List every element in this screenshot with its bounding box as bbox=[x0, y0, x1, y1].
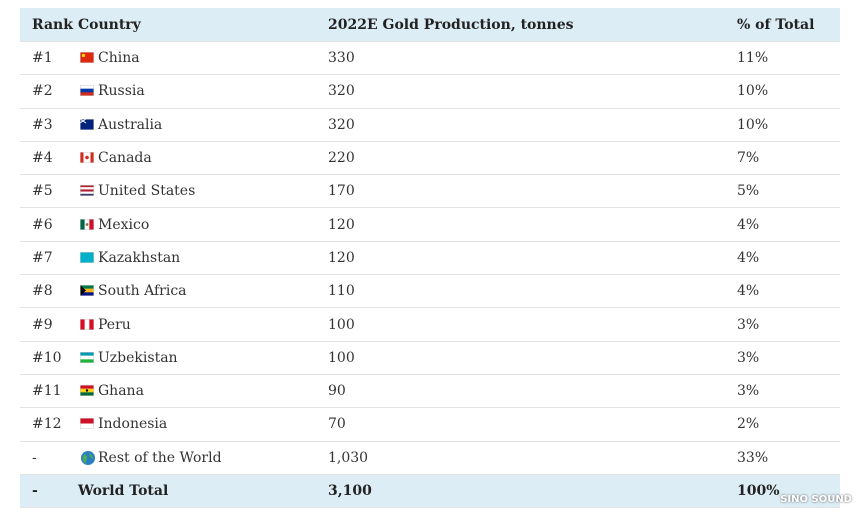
production-cell: 1,030 bbox=[328, 449, 369, 466]
table-row: - World Total 3,100 100% bbox=[20, 474, 840, 509]
country-cell: Country bbox=[78, 16, 141, 33]
rank-cell: #9 bbox=[32, 316, 53, 333]
share-cell: 5% bbox=[737, 183, 760, 200]
rank-cell: #12 bbox=[32, 416, 62, 433]
flag-icon bbox=[80, 52, 94, 64]
rank-cell: #4 bbox=[32, 150, 53, 167]
production-cell: 330 bbox=[328, 50, 355, 67]
rank-cell: - bbox=[32, 449, 37, 466]
rank-cell: #10 bbox=[32, 349, 62, 366]
rank-cell: #7 bbox=[32, 249, 53, 266]
production-cell: 120 bbox=[328, 216, 355, 233]
country-cell: Ghana bbox=[98, 383, 144, 400]
country-cell: Canada bbox=[98, 150, 152, 167]
country-cell: Mexico bbox=[98, 216, 150, 233]
share-cell: 4% bbox=[737, 216, 760, 233]
production-cell: 110 bbox=[328, 283, 355, 300]
table-row: #5 United States 170 5% bbox=[20, 175, 840, 209]
share-cell: 7% bbox=[737, 150, 760, 167]
rank-cell: #8 bbox=[32, 283, 53, 300]
production-cell: 3,100 bbox=[328, 483, 372, 500]
share-cell: 100% bbox=[737, 483, 780, 500]
rank-cell: #6 bbox=[32, 216, 53, 233]
rank-cell: #2 bbox=[32, 83, 53, 100]
share-cell: % of Total bbox=[737, 16, 815, 33]
table-row: #12 Indonesia 70 2% bbox=[20, 408, 840, 442]
production-cell: 220 bbox=[328, 150, 355, 167]
flag-icon bbox=[80, 218, 94, 230]
table-row: #9 Peru 100 3% bbox=[20, 308, 840, 342]
share-cell: 10% bbox=[737, 83, 769, 100]
share-cell: 11% bbox=[737, 50, 769, 67]
country-cell: Peru bbox=[98, 316, 131, 333]
table-row: #4 Canada 220 7% bbox=[20, 142, 840, 176]
table-row: #1 China 330 11% bbox=[20, 42, 840, 76]
rank-cell: Rank bbox=[32, 16, 73, 33]
flag-icon bbox=[80, 152, 94, 164]
country-cell: Russia bbox=[98, 83, 145, 100]
country-cell: China bbox=[98, 50, 140, 67]
watermark: SINO SOUND bbox=[780, 494, 852, 505]
production-cell: 100 bbox=[328, 316, 355, 333]
table-row: #3 Australia 320 10% bbox=[20, 109, 840, 142]
flag-icon bbox=[80, 418, 94, 430]
flag-icon bbox=[80, 318, 94, 330]
country-cell: Rest of the World bbox=[98, 449, 222, 466]
rank-cell: #1 bbox=[32, 50, 53, 67]
share-cell: 4% bbox=[737, 283, 760, 300]
country-cell: Kazakhstan bbox=[98, 249, 181, 266]
production-cell: 320 bbox=[328, 83, 355, 100]
country-cell: United States bbox=[98, 183, 196, 200]
country-cell: World Total bbox=[78, 483, 169, 500]
rank-cell: #5 bbox=[32, 183, 53, 200]
production-cell: 170 bbox=[328, 183, 355, 200]
table-row: #11 Ghana 90 3% bbox=[20, 375, 840, 409]
table-row: #6 Mexico 120 4% bbox=[20, 209, 840, 242]
flag-icon bbox=[80, 85, 94, 97]
table-row: - Rest of the World 1,030 33% bbox=[20, 442, 840, 475]
share-cell: 2% bbox=[737, 416, 760, 433]
production-cell: 2022E Gold Production, tonnes bbox=[328, 16, 574, 33]
flag-icon bbox=[80, 251, 94, 263]
share-cell: 3% bbox=[737, 349, 760, 366]
production-cell: 90 bbox=[328, 383, 346, 400]
header-row: Rank Country 2022E Gold Production, tonnes… bbox=[20, 8, 840, 42]
table-row: #8 South Africa 110 4% bbox=[20, 275, 840, 309]
share-cell: 4% bbox=[737, 249, 760, 266]
flag-icon bbox=[81, 450, 95, 465]
country-cell: South Africa bbox=[98, 283, 187, 300]
country-cell: Indonesia bbox=[98, 416, 168, 433]
production-cell: 100 bbox=[328, 349, 355, 366]
table-row: #7 Kazakhstan 120 4% bbox=[20, 242, 840, 276]
share-cell: 3% bbox=[737, 383, 760, 400]
flag-icon bbox=[80, 118, 94, 130]
share-cell: 10% bbox=[737, 116, 769, 133]
production-cell: 120 bbox=[328, 249, 355, 266]
table-row: #2 Russia 320 10% bbox=[20, 75, 840, 109]
flag-icon bbox=[80, 285, 94, 297]
rank-cell: #3 bbox=[32, 116, 53, 133]
rank-cell: #11 bbox=[32, 383, 62, 400]
flag-icon bbox=[80, 351, 94, 363]
country-cell: Australia bbox=[98, 116, 163, 133]
production-cell: 320 bbox=[328, 116, 355, 133]
share-cell: 33% bbox=[737, 449, 769, 466]
flag-icon bbox=[80, 185, 94, 197]
rank-cell: - bbox=[32, 483, 38, 500]
table-row: #10 Uzbekistan 100 3% bbox=[20, 342, 840, 375]
production-cell: 70 bbox=[328, 416, 346, 433]
share-cell: 3% bbox=[737, 316, 760, 333]
flag-icon bbox=[80, 385, 94, 397]
country-cell: Uzbekistan bbox=[98, 349, 178, 366]
